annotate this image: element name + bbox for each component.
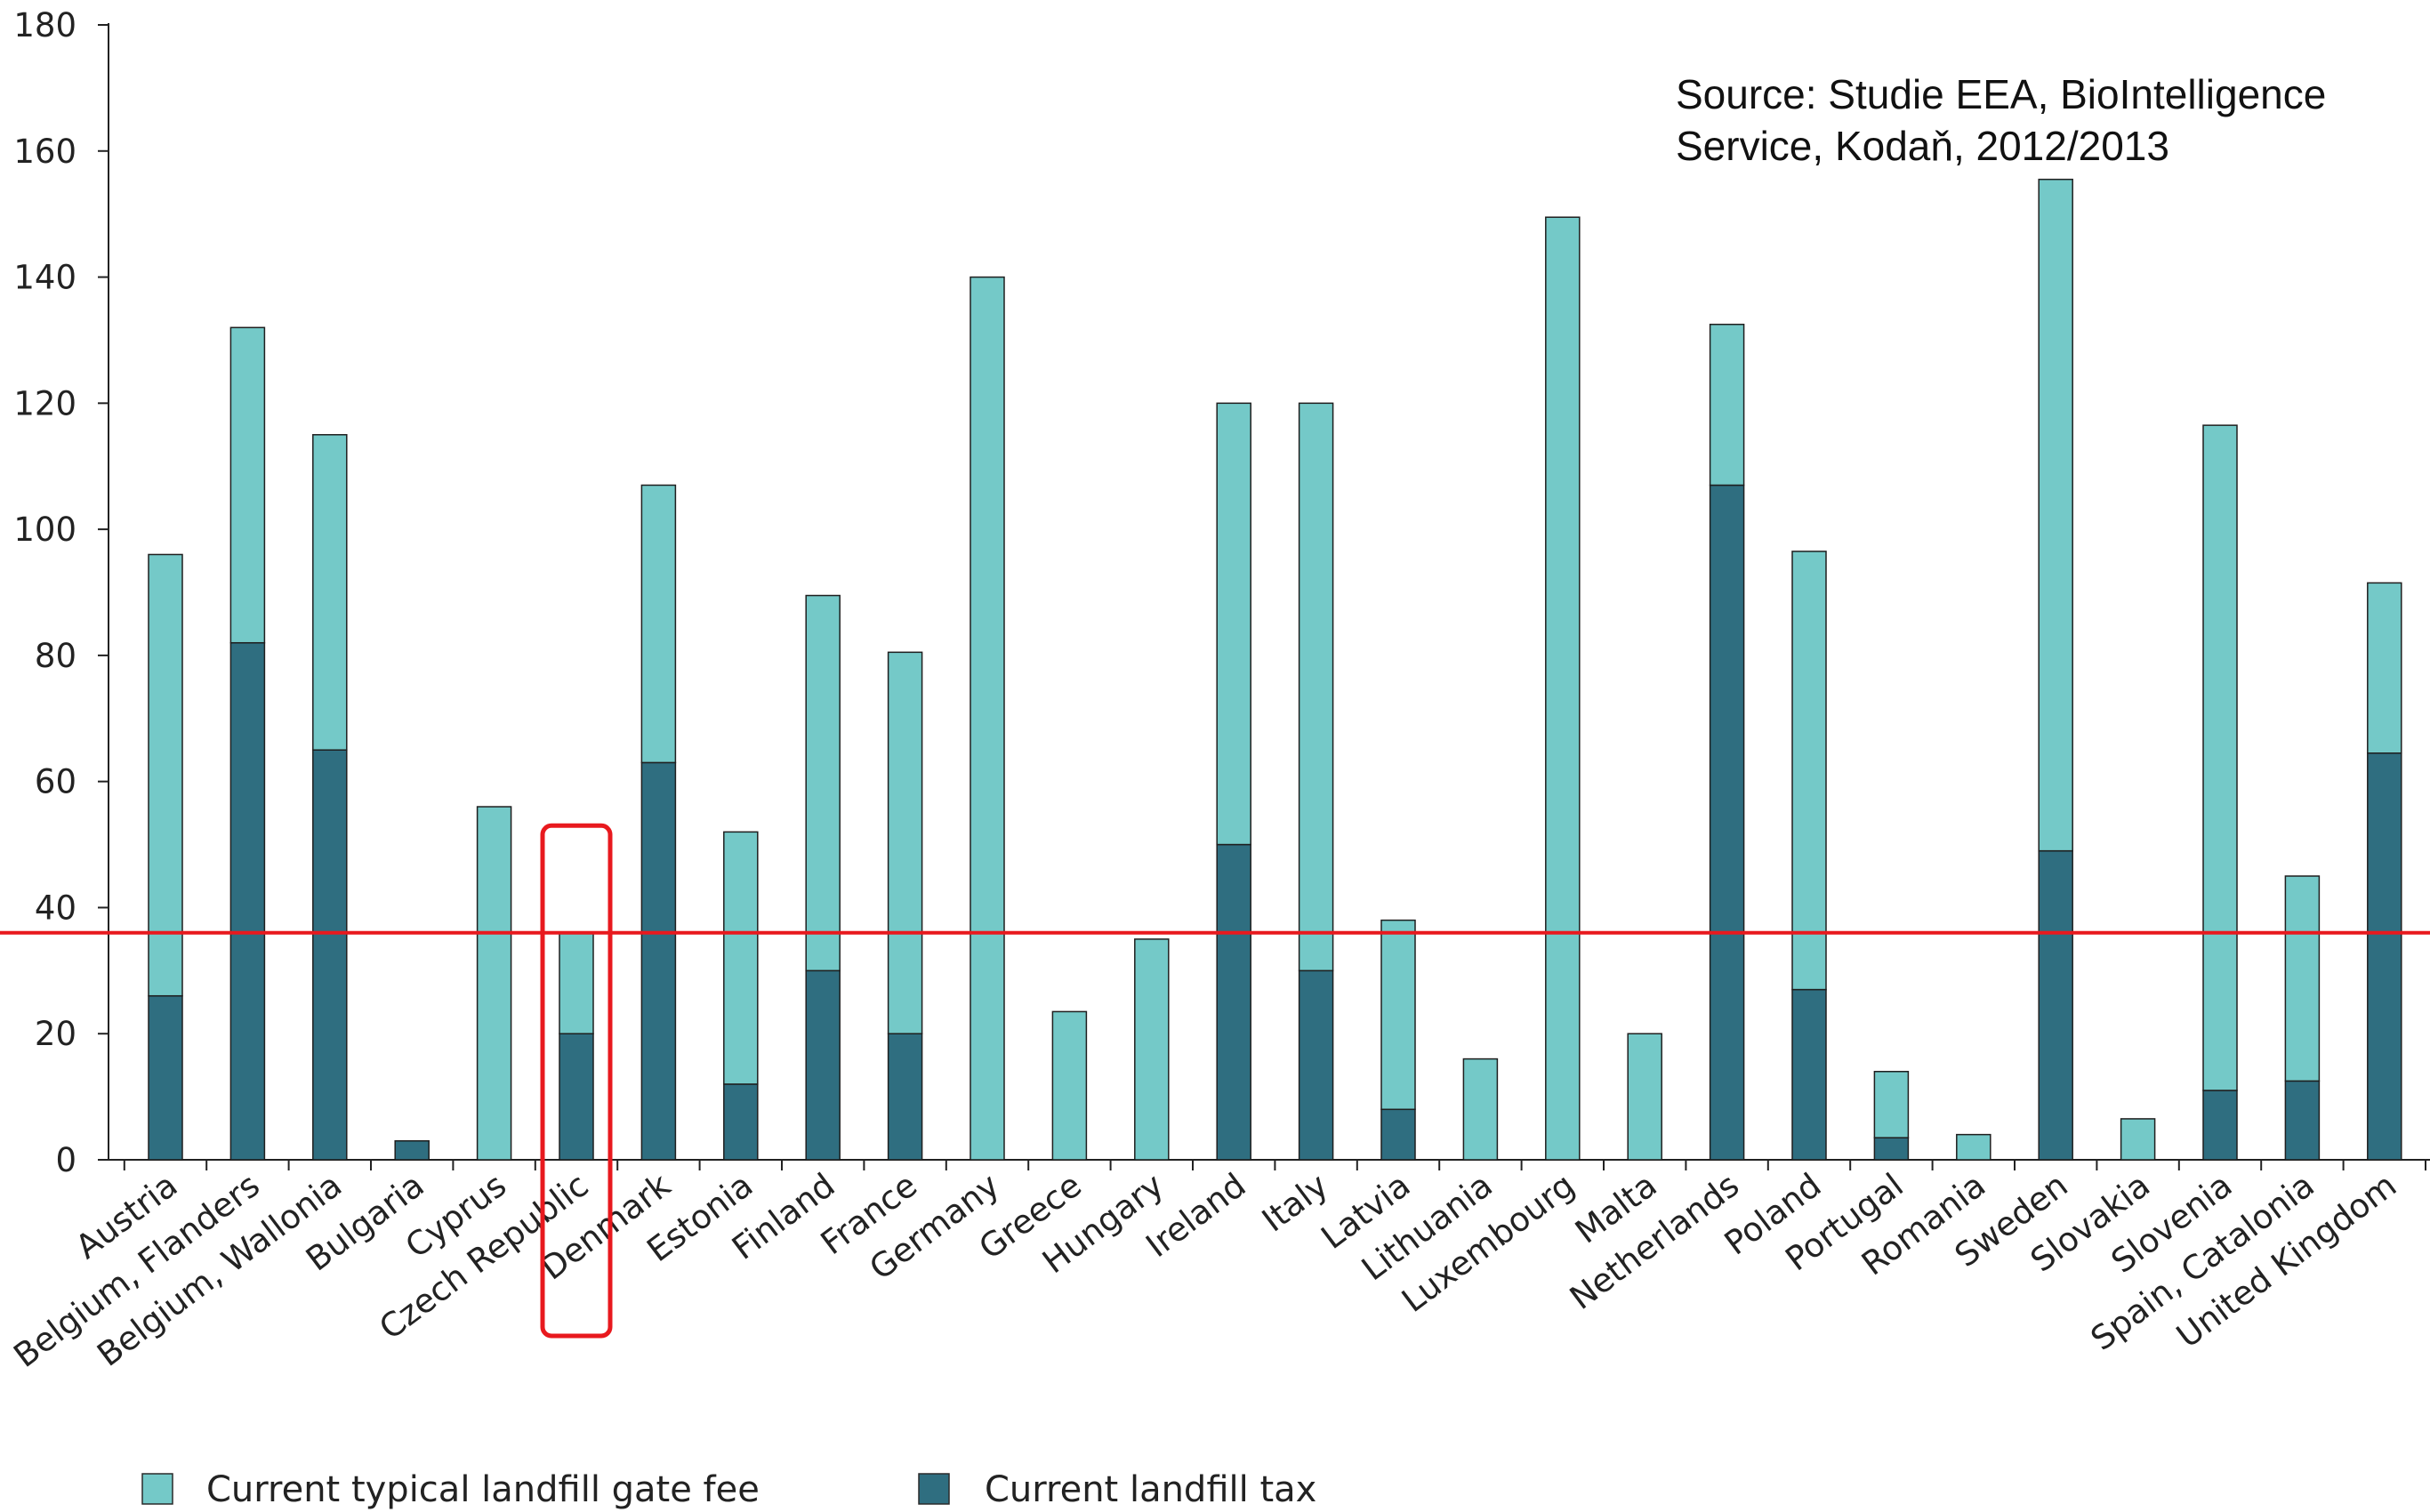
y-tick-label-20: 20 [35,1015,76,1053]
bar-tax-france [887,1033,923,1161]
bar-tax-czech-republic [559,1033,594,1161]
highlight-box [540,823,613,1339]
legend-label-gate-fee: Current typical landfill gate fee [206,1469,760,1510]
bar-gate-fee-sweden [2038,178,2073,852]
bar-gate-fee-denmark [640,484,677,764]
bar-tax-italy [1298,969,1334,1161]
bar-gate-fee-slovenia [2202,424,2238,1091]
overlay [0,823,2430,1339]
bar-tax-estonia [723,1083,759,1161]
source-line-1: Source: Studie EEA, BioIntelligence [1676,71,2326,117]
y-tick-label-120: 120 [13,384,76,422]
bar-gate-fee-netherlands [1709,323,1745,487]
bar-tax-slovenia [2202,1090,2238,1161]
y-tick-label-40: 40 [35,889,76,927]
bar-tax-netherlands [1709,484,1745,1161]
bar-gate-fee-czech-republic [559,932,594,1034]
source-line-2: Service, Kodaň, 2012/2013 [1676,123,2169,169]
bar-gate-fee-latvia [1380,919,1416,1111]
bar-tax-belgium-flanders [229,641,266,1161]
bar-tax-sweden [2038,849,2073,1161]
bar-gate-fee-lithuania [1462,1058,1499,1161]
bar-gate-fee-estonia [723,831,759,1085]
y-tick-label-160: 160 [13,133,76,171]
bar-tax-spain-catalonia [2284,1080,2321,1161]
bar-gate-fee-finland [805,594,841,972]
bar-gate-fee-greece [1051,1010,1088,1161]
y-tick-label-0: 0 [55,1141,76,1179]
legend-swatch-gate-fee [141,1473,173,1505]
bar-gate-fee-slovakia [2120,1118,2156,1161]
bar-gate-fee-belgium-wallonia [312,434,348,751]
legend-label-landfill-tax: Current landfill tax [985,1469,1316,1510]
bars [148,178,2402,1161]
y-tick-label-140: 140 [13,259,76,297]
y-tick-label-180: 180 [13,6,76,44]
bar-tax-portugal [1873,1137,1910,1161]
bar-tax-bulgaria [394,1139,430,1161]
bar-gate-fee-spain-catalonia [2284,875,2321,1082]
bar-tax-ireland [1216,843,1251,1161]
bar-tax-finland [805,969,841,1161]
bar-gate-fee-germany [970,276,1005,1161]
bar-tax-denmark [640,761,677,1161]
bar-gate-fee-austria [148,553,183,997]
bar-gate-fee-cyprus [476,806,512,1161]
bar-tax-latvia [1380,1108,1416,1161]
bar-gate-fee-luxembourg [1545,216,1581,1161]
legend: Current typical landfill gate fee Curren… [141,1469,1316,1510]
y-tick-label-80: 80 [35,637,76,675]
y-tick-label-100: 100 [13,511,76,549]
bar-tax-austria [148,994,183,1161]
y-tick-label-60: 60 [35,763,76,801]
source-annotation: Source: Studie EEA, BioIntelligence Serv… [1676,71,2326,169]
bar-gate-fee-portugal [1873,1071,1910,1138]
bar-gate-fee-hungary [1134,938,1170,1161]
bar-gate-fee-france [887,651,923,1034]
bar-gate-fee-belgium-flanders [229,326,266,644]
legend-swatch-landfill-tax [918,1473,950,1505]
bar-tax-belgium-wallonia [312,749,348,1161]
bar-tax-united-kingdom [2367,752,2402,1161]
bar-gate-fee-romania [1956,1133,1991,1161]
bar-gate-fee-italy [1298,402,1334,972]
bar-gate-fee-malta [1627,1033,1662,1161]
bar-tax-poland [1791,988,1827,1161]
bar-gate-fee-ireland [1216,402,1251,846]
bar-gate-fee-poland [1791,551,1827,991]
bar-gate-fee-united-kingdom [2367,582,2402,754]
